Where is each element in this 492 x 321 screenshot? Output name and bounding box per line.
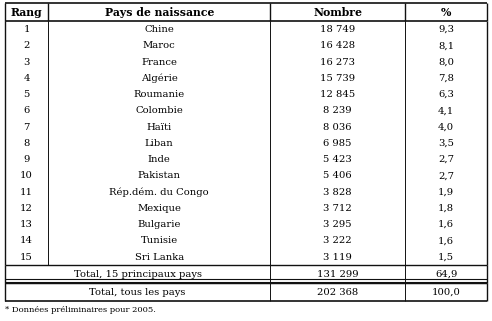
Text: 202 368: 202 368 <box>317 288 358 297</box>
Text: Algérie: Algérie <box>141 74 178 83</box>
Text: 8,0: 8,0 <box>438 57 454 66</box>
Text: 13: 13 <box>20 220 33 229</box>
Text: Haïti: Haïti <box>147 123 172 132</box>
Text: 3,5: 3,5 <box>438 139 454 148</box>
Text: 15: 15 <box>20 253 33 262</box>
Text: 3 828: 3 828 <box>323 187 352 197</box>
Text: 8 036: 8 036 <box>323 123 352 132</box>
Text: 64,9: 64,9 <box>435 270 457 279</box>
Text: 2: 2 <box>24 41 30 50</box>
Text: Rang: Rang <box>11 7 42 18</box>
Text: Pakistan: Pakistan <box>138 171 181 180</box>
Text: Colombie: Colombie <box>135 106 183 115</box>
Text: 3: 3 <box>24 57 30 66</box>
Text: 12 845: 12 845 <box>320 90 355 99</box>
Text: 7: 7 <box>24 123 30 132</box>
Text: Maroc: Maroc <box>143 41 176 50</box>
Text: 5 406: 5 406 <box>323 171 352 180</box>
Text: 8 239: 8 239 <box>323 106 352 115</box>
Text: 3 119: 3 119 <box>323 253 352 262</box>
Text: 18 749: 18 749 <box>320 25 355 34</box>
Text: 8: 8 <box>24 139 30 148</box>
Text: Total, 15 principaux pays: Total, 15 principaux pays <box>73 270 202 279</box>
Text: Total, tous les pays: Total, tous les pays <box>90 288 185 297</box>
Text: Sri Lanka: Sri Lanka <box>135 253 184 262</box>
Text: 7,8: 7,8 <box>438 74 454 83</box>
Text: 2,7: 2,7 <box>438 171 454 180</box>
Text: 3 295: 3 295 <box>323 220 352 229</box>
Text: 9,3: 9,3 <box>438 25 454 34</box>
Text: %: % <box>441 7 451 18</box>
Text: 1,8: 1,8 <box>438 204 454 213</box>
Text: Pays de naissance: Pays de naissance <box>104 7 214 18</box>
Text: * Données préliminaires pour 2005.: * Données préliminaires pour 2005. <box>5 306 156 314</box>
Text: 1,6: 1,6 <box>438 236 454 245</box>
Text: Chine: Chine <box>144 25 174 34</box>
Text: 131 299: 131 299 <box>317 270 359 279</box>
Text: 14: 14 <box>20 236 33 245</box>
Text: 1,5: 1,5 <box>438 253 454 262</box>
Text: 15 739: 15 739 <box>320 74 355 83</box>
Text: 10: 10 <box>20 171 33 180</box>
Text: Rép.dém. du Congo: Rép.dém. du Congo <box>109 187 209 197</box>
Text: 1,9: 1,9 <box>438 187 454 197</box>
Text: 6,3: 6,3 <box>438 90 454 99</box>
Text: 4,0: 4,0 <box>438 123 454 132</box>
Text: 3 712: 3 712 <box>323 204 352 213</box>
Text: 8,1: 8,1 <box>438 41 454 50</box>
Text: 2,7: 2,7 <box>438 155 454 164</box>
Text: 16 428: 16 428 <box>320 41 355 50</box>
Text: Tunisie: Tunisie <box>141 236 178 245</box>
Text: 5: 5 <box>24 90 30 99</box>
Text: Bulgarie: Bulgarie <box>137 220 181 229</box>
Text: 100,0: 100,0 <box>431 288 461 297</box>
Text: Nombre: Nombre <box>313 7 362 18</box>
Text: 16 273: 16 273 <box>320 57 355 66</box>
Text: 12: 12 <box>20 204 33 213</box>
Text: 6: 6 <box>24 106 30 115</box>
Text: 9: 9 <box>24 155 30 164</box>
Text: 1: 1 <box>23 25 30 34</box>
Text: 3 222: 3 222 <box>323 236 352 245</box>
Text: Liban: Liban <box>145 139 174 148</box>
Text: Mexique: Mexique <box>137 204 181 213</box>
Text: 4,1: 4,1 <box>438 106 454 115</box>
Text: 6 985: 6 985 <box>323 139 352 148</box>
Text: 1,6: 1,6 <box>438 220 454 229</box>
Text: Inde: Inde <box>148 155 171 164</box>
Text: 11: 11 <box>20 187 33 197</box>
Text: Roumanie: Roumanie <box>134 90 185 99</box>
Text: 5 423: 5 423 <box>323 155 352 164</box>
Text: 4: 4 <box>23 74 30 83</box>
Text: France: France <box>141 57 177 66</box>
